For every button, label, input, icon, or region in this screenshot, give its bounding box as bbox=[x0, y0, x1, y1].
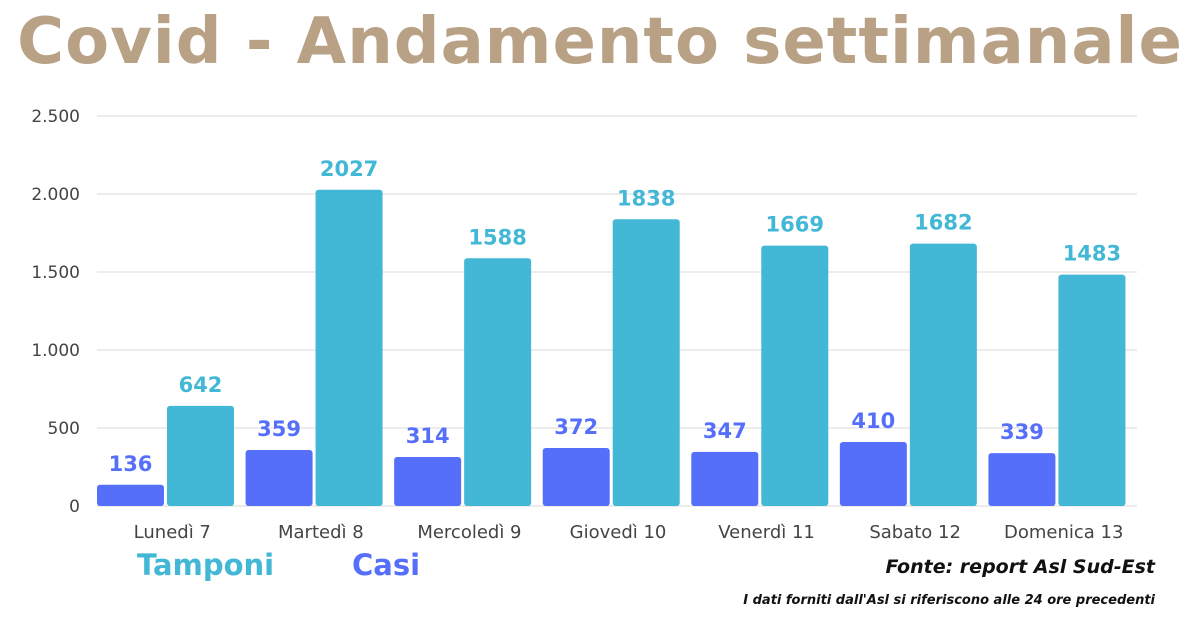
bar-tamponi bbox=[464, 258, 532, 506]
y-tick-label: 1.500 bbox=[31, 263, 80, 283]
legend-tamponi: Tamponi bbox=[137, 548, 275, 582]
x-category-label: Giovedì 10 bbox=[570, 522, 667, 543]
x-category-label: Mercoledì 9 bbox=[417, 522, 521, 543]
bars bbox=[97, 189, 1126, 507]
data-label-casi: 136 bbox=[109, 452, 153, 476]
data-label-casi: 359 bbox=[257, 417, 301, 441]
data-label-casi: 339 bbox=[1000, 420, 1044, 444]
x-axis-categories: Lunedì 7 Martedì 8 Mercoledì 9 Giovedì 10 Ve… bbox=[134, 522, 1124, 543]
bar-tamponi bbox=[167, 405, 234, 506]
bar-casi bbox=[691, 451, 759, 506]
data-labels: 136 642 359 2027 314 1588 372 1838 347 1669 410 168… bbox=[109, 157, 1122, 476]
data-label-tamponi: 1588 bbox=[468, 225, 526, 249]
data-label-tamponi: 1682 bbox=[914, 211, 972, 235]
data-label-casi: 314 bbox=[406, 424, 450, 448]
data-label-tamponi: 1669 bbox=[766, 213, 824, 237]
bar-casi bbox=[839, 442, 907, 506]
bar-tamponi bbox=[1058, 274, 1126, 506]
x-category-label: Sabato 12 bbox=[869, 522, 961, 543]
bar-casi bbox=[988, 453, 1056, 506]
bar-tamponi bbox=[315, 189, 383, 506]
data-label-tamponi: 642 bbox=[179, 373, 223, 397]
bar-tamponi bbox=[909, 243, 977, 506]
legend-casi: Casi bbox=[352, 548, 421, 582]
y-tick-label: 1.000 bbox=[31, 341, 80, 361]
y-tick-label: 2.000 bbox=[31, 185, 80, 205]
data-label-casi: 372 bbox=[554, 415, 598, 439]
data-label-tamponi: 1483 bbox=[1063, 242, 1121, 266]
source-note: Fonte: report Asl Sud-Est bbox=[885, 556, 1155, 578]
bar-casi bbox=[97, 484, 164, 506]
x-category-label: Martedì 8 bbox=[278, 522, 364, 543]
chart-title: Covid - Andamento settimanale bbox=[17, 5, 1183, 79]
footnote: I dati forniti dall'Asl si riferiscono a… bbox=[743, 593, 1155, 608]
y-tick-label: 500 bbox=[48, 419, 80, 439]
bar-tamponi bbox=[761, 245, 829, 507]
bar-casi bbox=[394, 457, 462, 506]
bar-casi bbox=[245, 449, 313, 506]
x-category-label: Domenica 13 bbox=[1004, 522, 1123, 543]
data-label-tamponi: 1838 bbox=[617, 186, 675, 210]
y-tick-label: 2.500 bbox=[31, 107, 80, 127]
bar-casi bbox=[542, 447, 610, 506]
data-label-casi: 347 bbox=[703, 419, 747, 443]
y-axis-ticks: 0 500 1.000 1.500 2.000 2.500 bbox=[31, 107, 80, 517]
y-tick-label: 0 bbox=[69, 497, 80, 517]
data-label-casi: 410 bbox=[851, 409, 895, 433]
x-category-label: Lunedì 7 bbox=[134, 522, 211, 543]
x-category-label: Venerdì 11 bbox=[718, 522, 815, 543]
bar-tamponi bbox=[612, 219, 680, 506]
data-label-tamponi: 2027 bbox=[320, 157, 378, 181]
